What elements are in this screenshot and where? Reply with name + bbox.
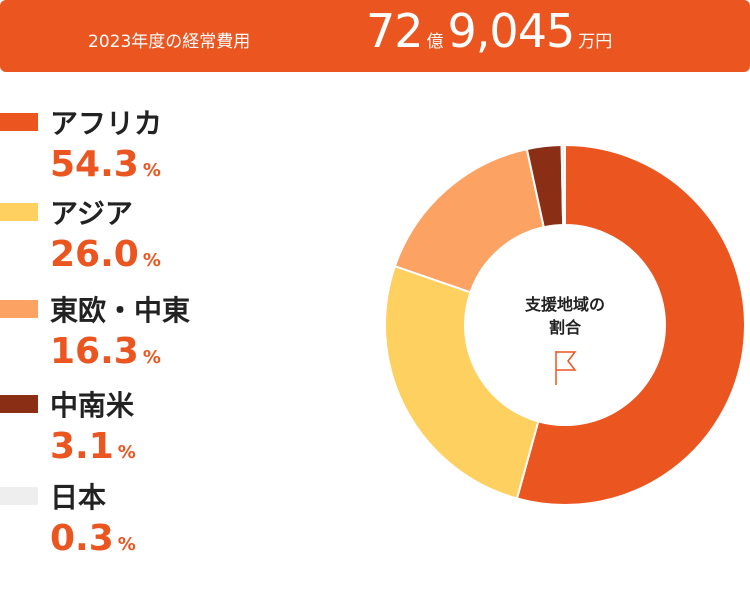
legend-value-latin-america: 3.1: [50, 426, 114, 467]
legend-swatch-eastern-europe-middle-east: [0, 300, 38, 318]
center-label-line-1: 支援地域の: [524, 295, 605, 314]
donut-slice-2: [393, 147, 545, 294]
legend-unit-africa: %: [142, 160, 161, 181]
legend-value-asia: 26.0: [50, 234, 139, 275]
total-expense-amount: 72 億9,045 万円: [366, 4, 616, 58]
legend-value-africa: 54.3: [50, 144, 139, 185]
legend-percent-eastern-europe-middle-east: 16.3%: [50, 331, 161, 372]
center-label-line-2: 割合: [549, 318, 582, 337]
legend-unit-eastern-europe-middle-east: %: [142, 347, 161, 368]
legend-swatch-asia: [0, 203, 38, 221]
legend-percent-japan: 0.3%: [50, 518, 136, 559]
fiscal-year-label: 2023年度の経常費用: [88, 32, 251, 52]
legend-name-asia: アジア: [50, 197, 133, 230]
legend-percent-latin-america: 3.1%: [50, 426, 136, 467]
header-banner: 2023年度の経常費用 72 億9,045 万円: [0, 0, 750, 72]
legend-unit-japan: %: [117, 534, 136, 555]
legend-value-japan: 0.3: [50, 518, 114, 559]
legend-item-latin-america: 中南米 3.1%: [0, 384, 300, 474]
donut-slice-0: [515, 143, 746, 506]
amount-man-unit: 万円: [578, 32, 613, 52]
legend-item-japan: 日本 0.3%: [0, 476, 300, 566]
amount-oku-unit: 億: [426, 32, 444, 52]
legend-unit-asia: %: [142, 250, 161, 271]
donut-chart: 支援地域の 割合: [384, 143, 746, 506]
flag-icon: [555, 351, 577, 385]
legend-item-eastern-europe-middle-east: 東欧・中東 16.3%: [0, 289, 300, 379]
legend-name-japan: 日本: [50, 481, 107, 514]
donut-slice-4: [560, 143, 566, 227]
legend-name-africa: アフリカ: [50, 107, 163, 140]
amount-oku-value: 72: [366, 4, 424, 58]
legend-item-asia: アジア 26.0%: [0, 192, 300, 282]
legend-swatch-japan: [0, 487, 38, 505]
donut-slices: [384, 143, 746, 506]
legend-percent-asia: 26.0%: [50, 234, 161, 275]
legend-unit-latin-america: %: [117, 442, 136, 463]
legend-swatch-africa: [0, 113, 38, 131]
legend-item-africa: アフリカ 54.3%: [0, 102, 300, 192]
amount-man-value: 9,045: [447, 4, 576, 58]
legend-name-eastern-europe-middle-east: 東欧・中東: [50, 294, 191, 327]
donut-slice-1: [384, 264, 540, 500]
legend-percent-africa: 54.3%: [50, 144, 161, 185]
legend-name-latin-america: 中南米: [50, 389, 135, 422]
legend-value-eastern-europe-middle-east: 16.3: [50, 331, 139, 372]
legend-swatch-latin-america: [0, 395, 38, 413]
